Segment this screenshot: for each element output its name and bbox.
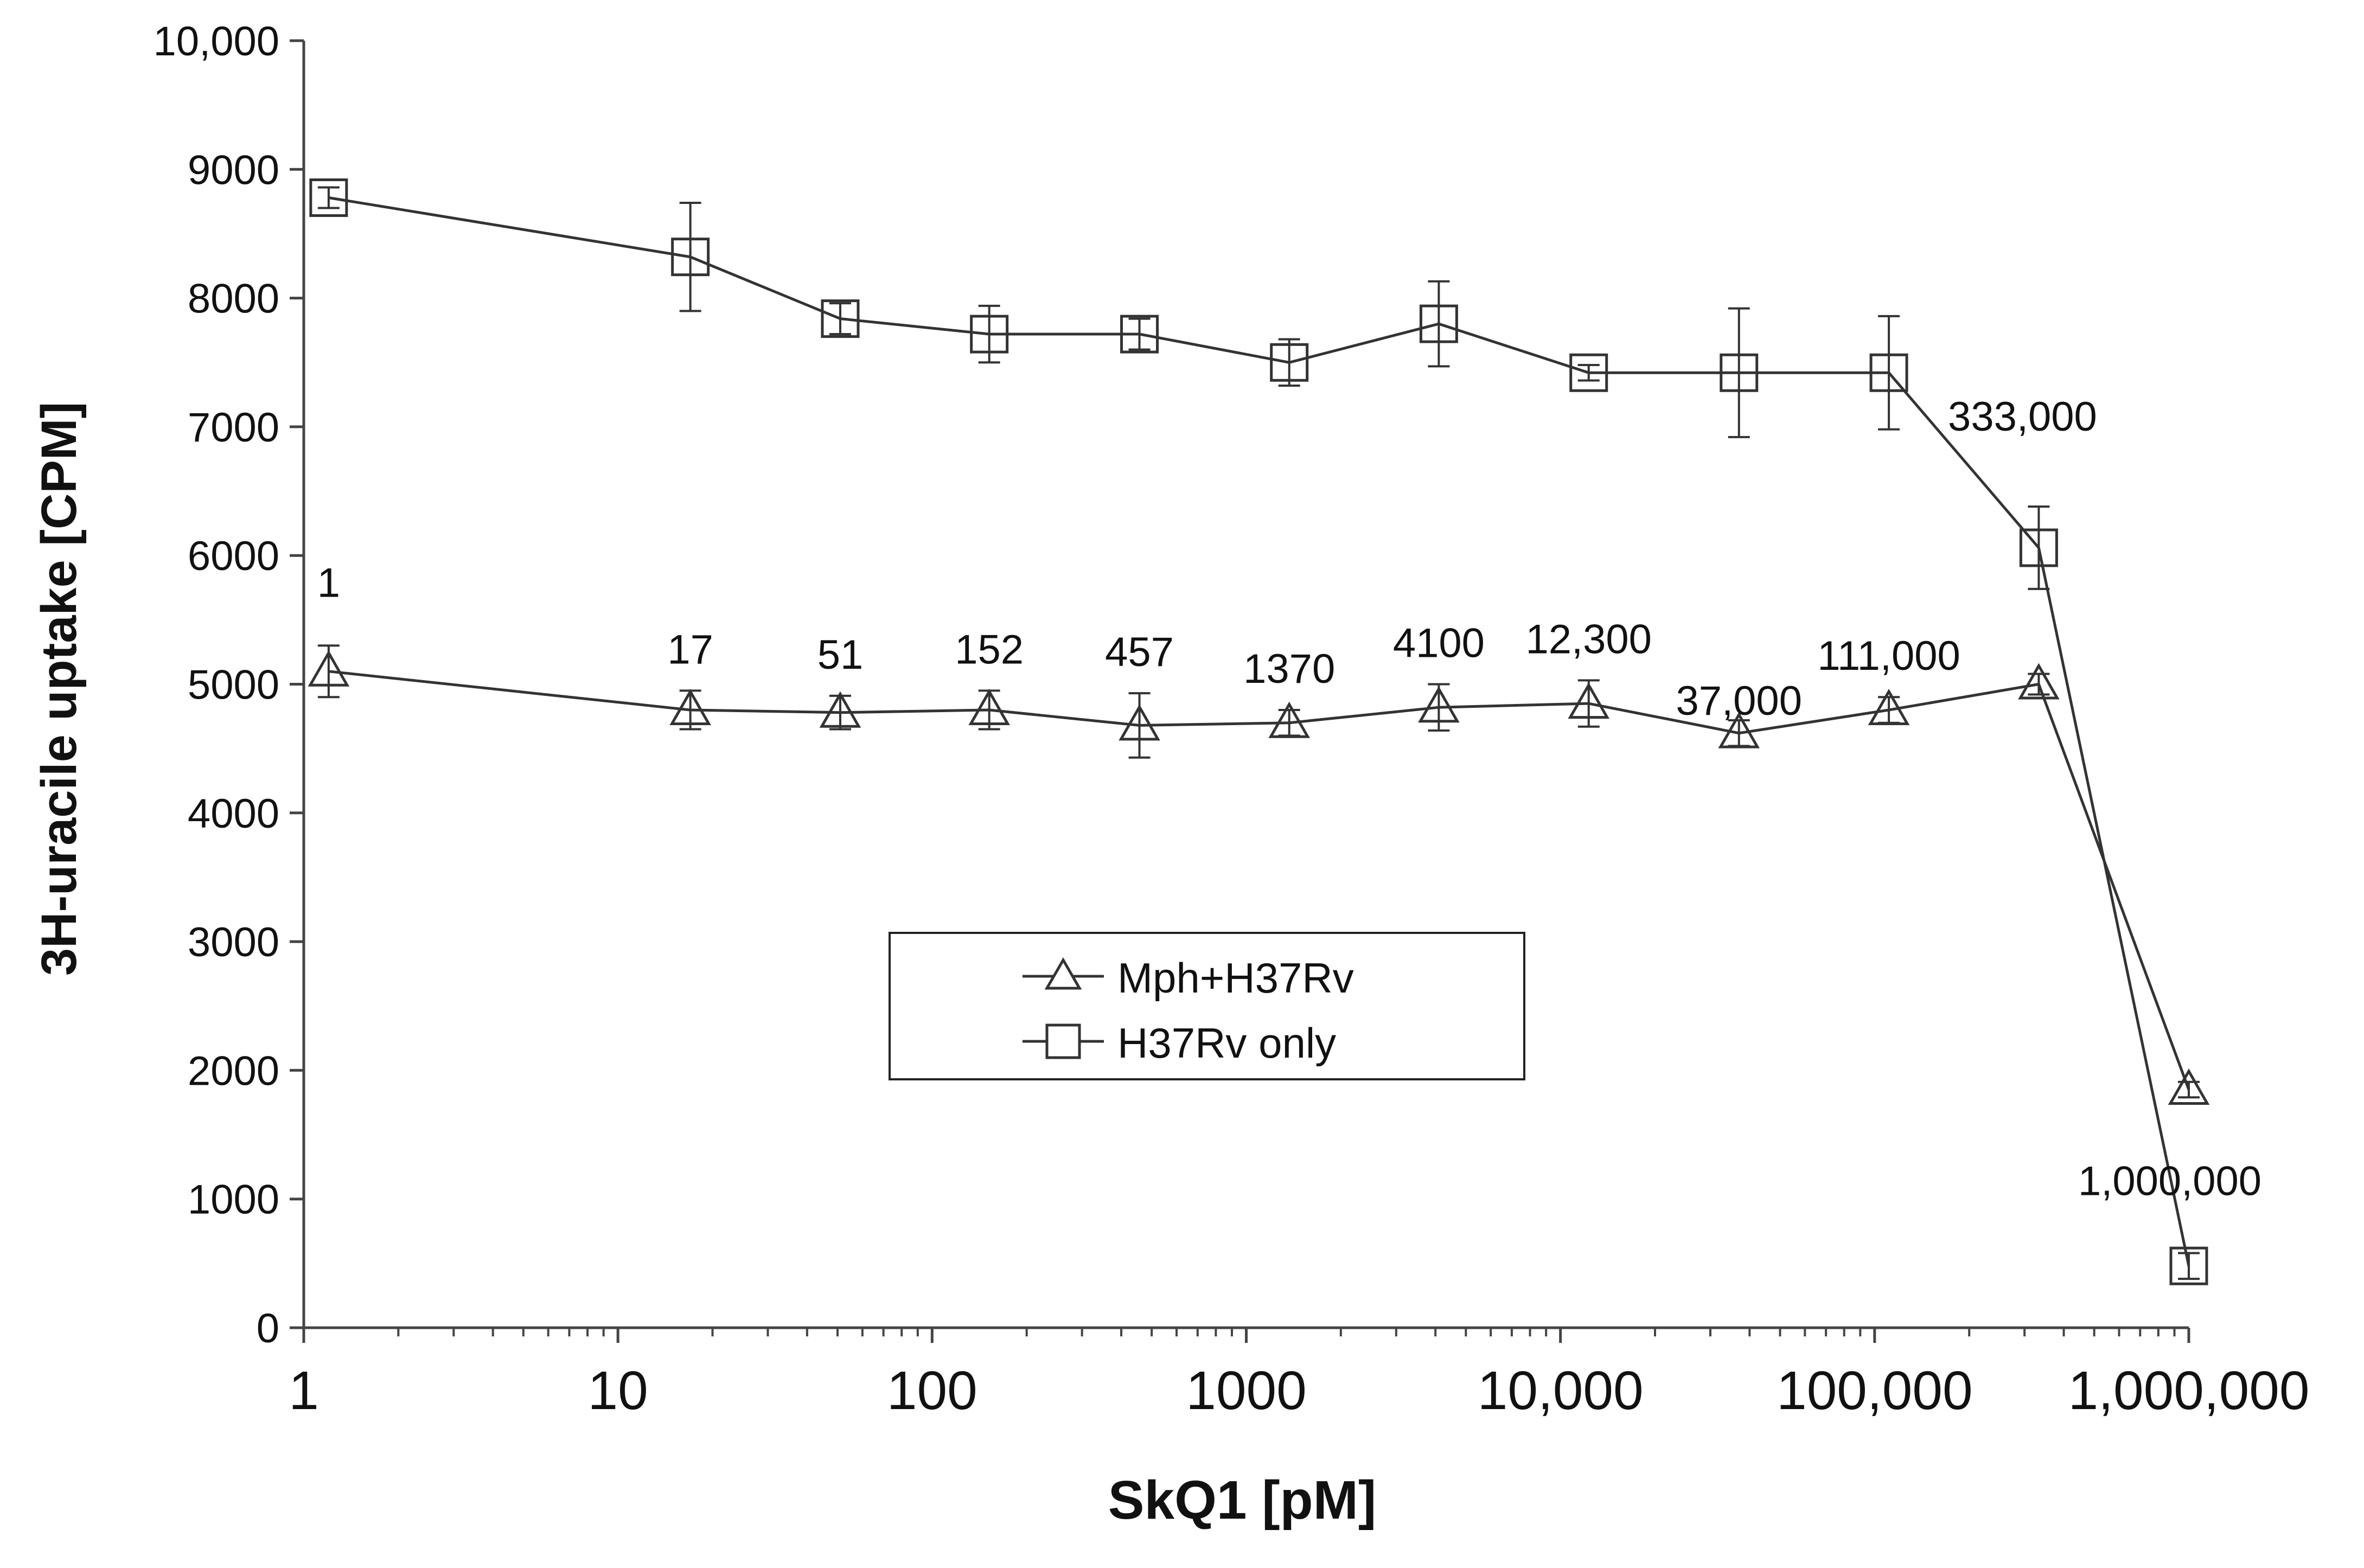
data-point-triangle — [1568, 682, 1610, 719]
concentration-label: 111,000 — [1817, 633, 1960, 679]
concentration-label: 37,000 — [1676, 678, 1802, 724]
data-point-square — [1869, 353, 1908, 392]
y-tick-label: 5000 — [188, 662, 279, 708]
y-tick-label: 7000 — [188, 405, 279, 451]
y-axis-title: 3H-uracile uptake [CPM] — [31, 402, 87, 976]
x-tick-label: 1000 — [1186, 1360, 1306, 1421]
data-point-triangle — [1868, 688, 1910, 725]
series-layer — [308, 178, 2210, 1285]
legend-label-h37rv: H37Rv only — [1117, 1019, 1336, 1067]
concentration-label: 51 — [817, 632, 864, 678]
x-tick-label: 100 — [887, 1360, 977, 1421]
annotation-layer: 1 17 51 152 457 1370 4100 12,300 37,000 111,000 33… — [317, 394, 2261, 1205]
x-tick-label: 10,000 — [1478, 1360, 1644, 1421]
y-tick-label: 2000 — [188, 1048, 279, 1094]
data-point-square — [1270, 343, 1309, 382]
concentration-label: 1 — [317, 560, 340, 606]
data-point-square — [2019, 528, 2058, 567]
concentration-label: 333,000 — [1948, 394, 2097, 440]
legend-square-marker-icon — [1045, 1023, 1081, 1059]
data-point-triangle — [308, 650, 350, 687]
concentration-label: 1370 — [1243, 646, 1335, 692]
data-point-triangle — [1119, 704, 1160, 741]
x-tick-label: 10 — [588, 1360, 648, 1421]
data-point-triangle — [669, 688, 711, 725]
data-point-triangle — [2168, 1068, 2210, 1105]
concentration-label: 12,300 — [1526, 616, 1652, 662]
data-point-triangle — [1718, 712, 1760, 748]
series-line-h37rv-only — [328, 196, 2190, 1266]
y-tick-label: 9000 — [188, 147, 279, 193]
data-point-square — [309, 178, 348, 217]
y-tick-label: 0 — [257, 1305, 279, 1352]
x-tick-label: 1 — [289, 1360, 319, 1421]
concentration-label: 4100 — [1393, 620, 1485, 667]
y-tick-label: 3000 — [188, 919, 279, 965]
legend: Mph+H37Rv H37Rv only — [889, 932, 1525, 1080]
data-point-square — [1569, 353, 1608, 392]
legend-triangle-marker-icon — [1044, 957, 1082, 990]
concentration-label: 17 — [667, 626, 713, 673]
data-point-square — [671, 238, 710, 277]
y-tick-label: 8000 — [188, 276, 279, 322]
data-point-triangle — [1268, 701, 1310, 738]
y-tick-label: 1000 — [188, 1177, 279, 1223]
concentration-label: 152 — [955, 626, 1024, 673]
concentration-label: 1,000,000 — [2078, 1159, 2261, 1205]
y-tick-label: 10,000 — [154, 18, 279, 65]
concentration-label: 457 — [1105, 629, 1174, 675]
legend-box — [889, 932, 1525, 1080]
data-point-triangle — [1418, 686, 1460, 723]
x-axis-title: SkQ1 [pM] — [1108, 1470, 1376, 1531]
ticks-layer: 0 1000 2000 3000 4000 5000 6000 7000 8000 9000 10,… — [154, 18, 2310, 1421]
series-line-mph-h37rv — [328, 670, 2190, 1090]
legend-label-mph: Mph+H37Rv — [1117, 954, 1354, 1002]
data-point-square — [821, 299, 860, 338]
data-point-square — [1120, 315, 1159, 354]
data-point-square — [2169, 1246, 2208, 1285]
data-point-square — [970, 315, 1009, 354]
x-tick-label: 100,000 — [1777, 1360, 1972, 1421]
data-point-triangle — [968, 688, 1010, 725]
data-point-square — [1419, 304, 1458, 343]
data-point-triangle — [2018, 663, 2060, 700]
y-tick-label: 6000 — [188, 533, 279, 579]
data-point-triangle — [819, 691, 861, 728]
data-point-square — [1720, 353, 1759, 392]
x-tick-label: 1,000,000 — [2068, 1360, 2310, 1421]
y-tick-label: 4000 — [188, 791, 279, 837]
